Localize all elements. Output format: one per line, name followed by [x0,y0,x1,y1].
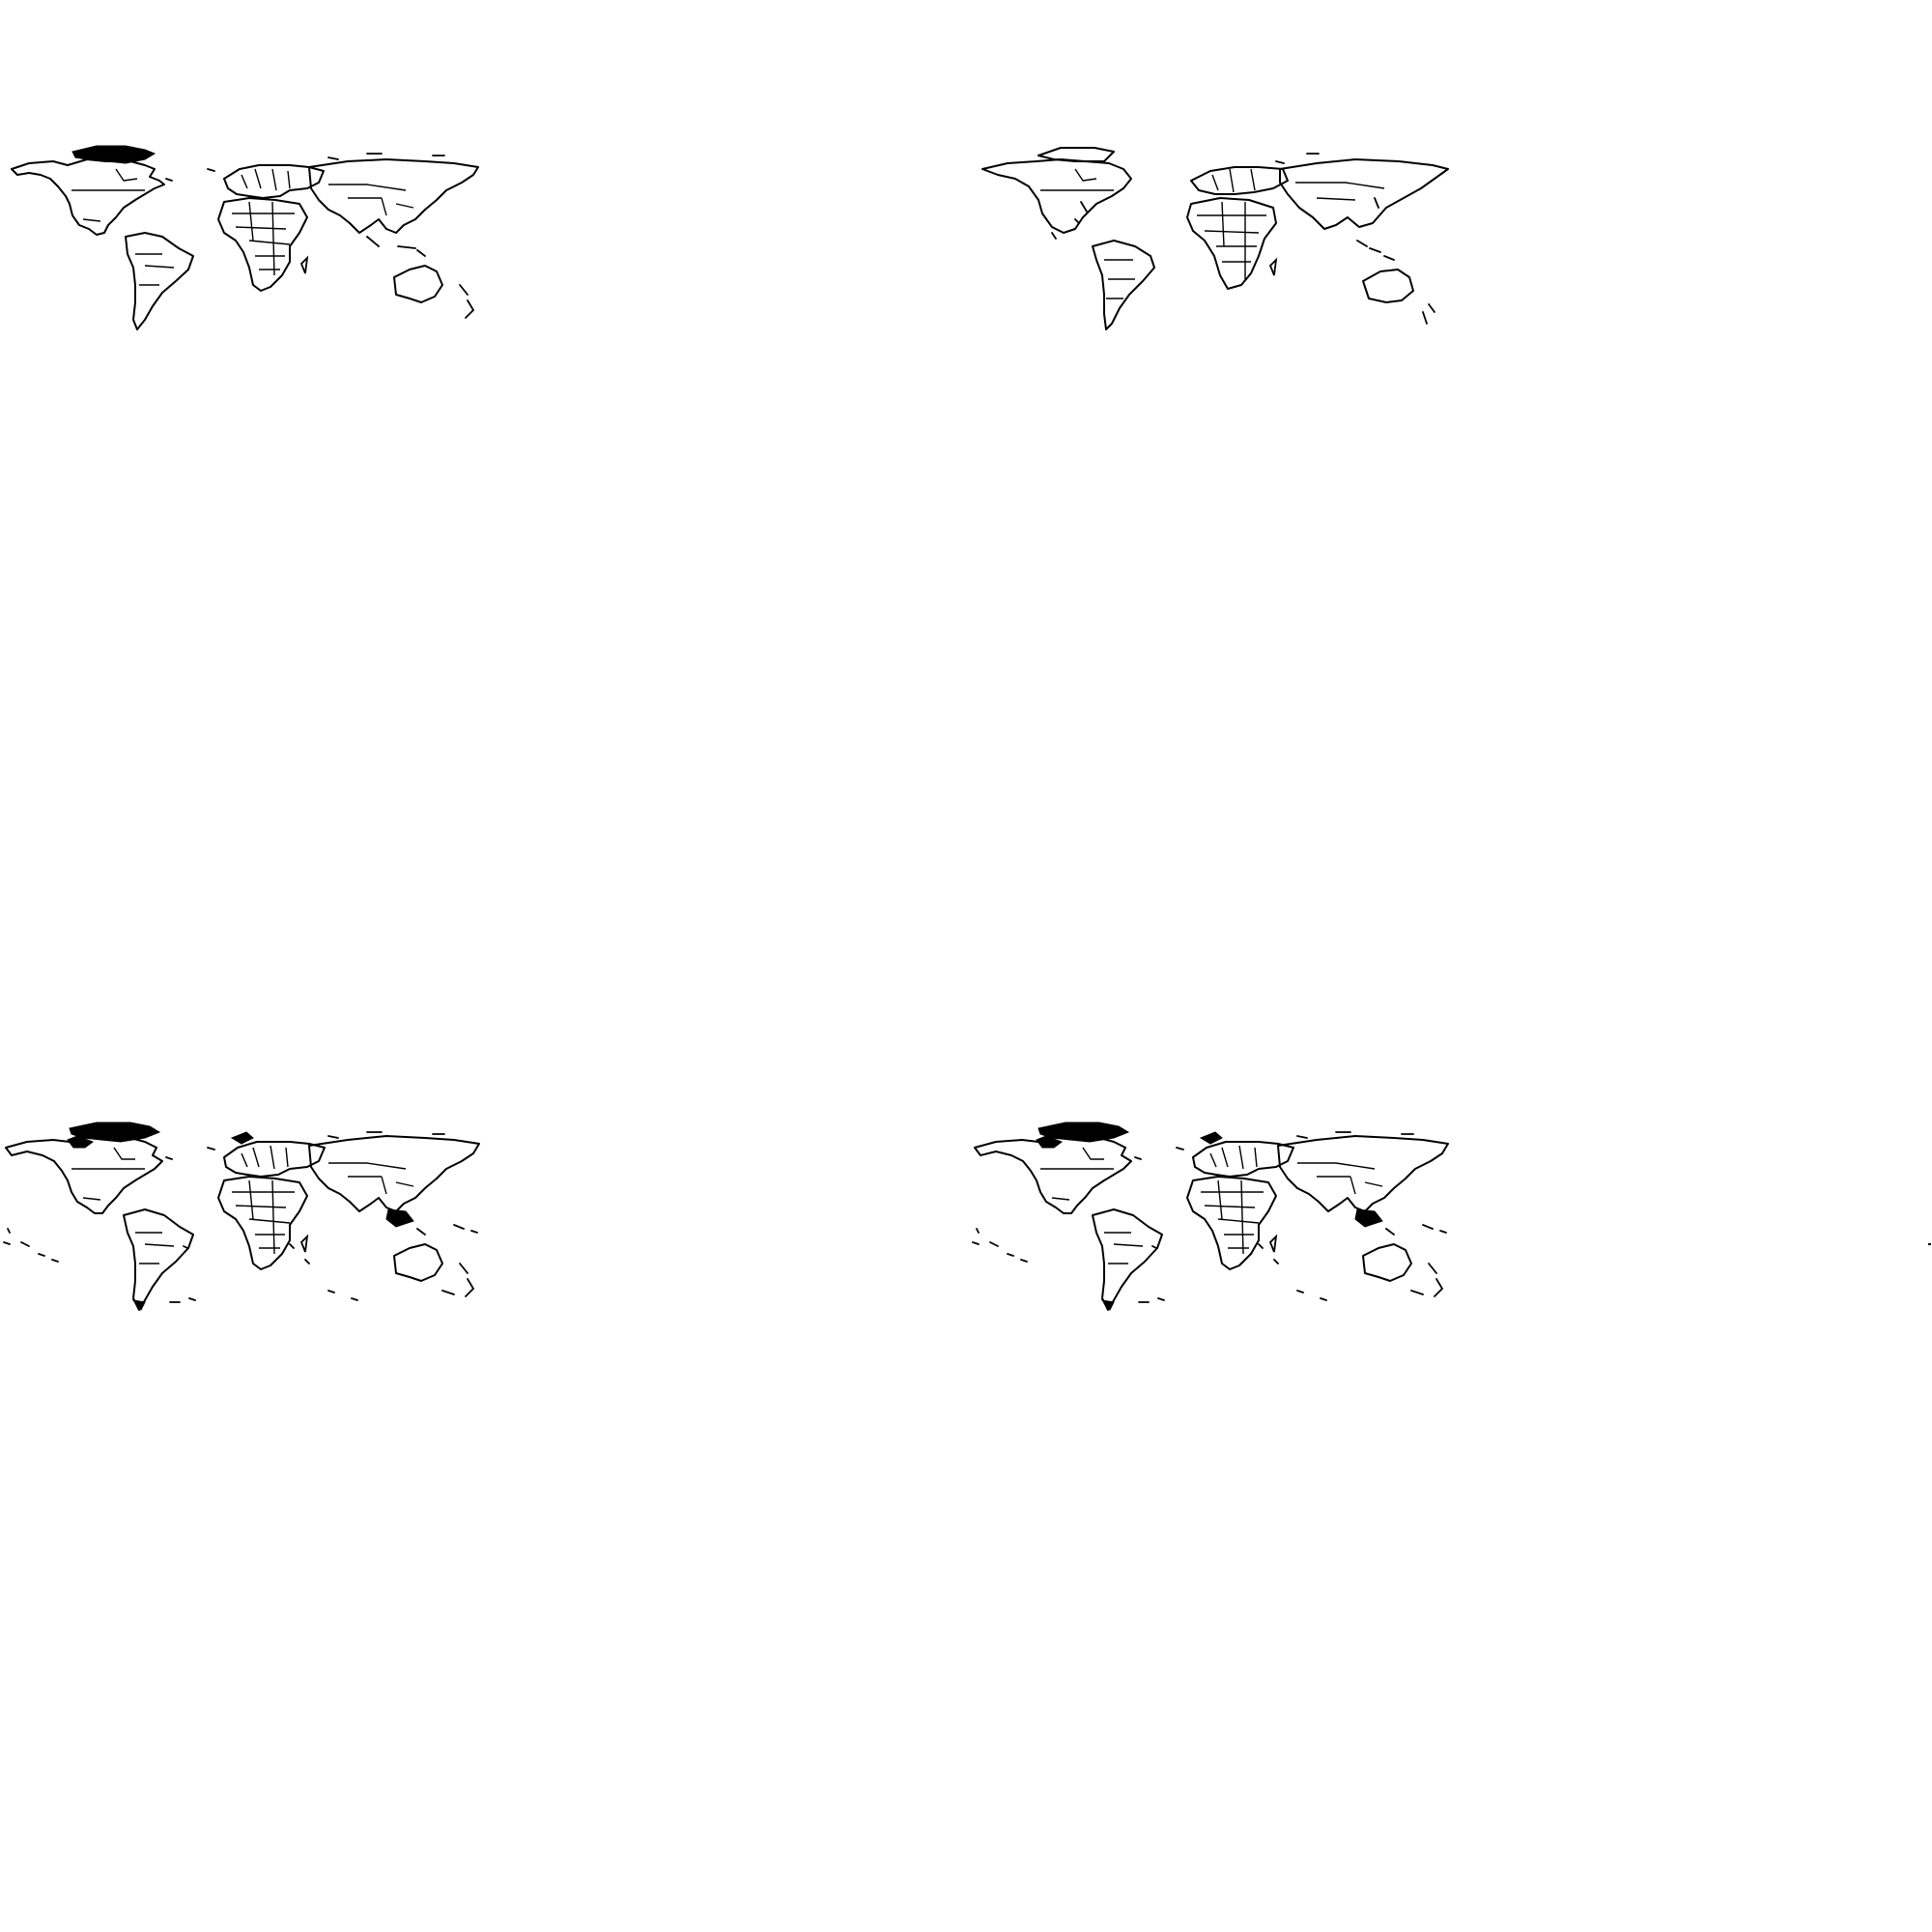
world-map-panel-1 [0,140,483,333]
europe [223,164,325,199]
north-america [11,158,165,236]
world-map-panel-4 [969,1119,1452,1312]
north-america [974,1135,1132,1214]
australia [1362,269,1435,325]
greenland [1037,147,1115,162]
south-america [123,1208,194,1311]
asia [1277,1135,1449,1228]
africa [217,197,309,292]
edge-mark [1928,1243,1931,1245]
asia [308,158,479,234]
europe [223,1131,326,1178]
south-america [1092,240,1155,330]
europe [1192,1131,1294,1178]
greenland [71,145,156,164]
australia [1362,1243,1444,1297]
greenland [69,1122,161,1143]
islands [165,153,445,257]
south-america [1092,1208,1163,1311]
world-map-3 [3,1122,480,1311]
world-map-4 [972,1122,1449,1311]
south-america [125,232,194,330]
africa [1186,1176,1278,1270]
north-america [981,158,1132,234]
europe [1190,166,1289,195]
africa [1186,197,1278,290]
asia [308,1135,480,1228]
world-map-panel-3 [0,1119,483,1312]
world-map-panel-2 [969,140,1452,333]
world-map-2 [981,147,1449,330]
islands [3,1131,478,1303]
world-map-1 [11,145,479,330]
islands [972,1131,1447,1303]
africa [217,1176,309,1270]
asia [1279,158,1449,230]
north-america [5,1135,163,1214]
islands [1051,153,1395,261]
australia [393,1243,475,1297]
australia [393,265,475,319]
greenland [1037,1122,1130,1143]
